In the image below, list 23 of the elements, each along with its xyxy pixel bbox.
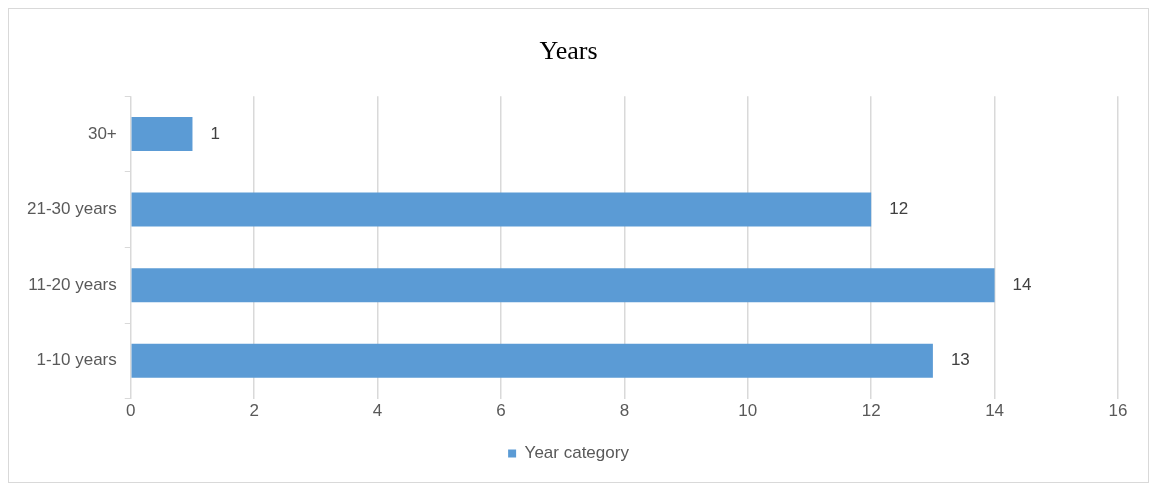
legend-label: Year category xyxy=(524,443,630,463)
x-tick-label: 8 xyxy=(619,401,630,421)
bar xyxy=(131,192,872,227)
bar xyxy=(131,116,193,152)
x-tick-label: 10 xyxy=(738,401,758,421)
x-tick-label: 14 xyxy=(985,401,1005,421)
x-tick-label: 12 xyxy=(861,401,881,421)
data-label: 14 xyxy=(1012,274,1032,294)
data-label: 1 xyxy=(210,123,220,143)
x-tick-label: 6 xyxy=(496,401,506,421)
y-tick-label: 21-30 years xyxy=(26,199,117,219)
data-label: 12 xyxy=(889,199,909,219)
bar xyxy=(131,268,995,303)
x-tick-label: 16 xyxy=(1108,401,1128,421)
y-tick-label: 11-20 years xyxy=(28,274,117,294)
data-label: 13 xyxy=(950,350,970,370)
y-tick-label: 1-10 years xyxy=(36,350,117,370)
x-tick-label: 2 xyxy=(249,401,259,421)
y-tick-label: 30+ xyxy=(87,123,117,143)
chart-title: Years xyxy=(539,36,598,66)
bar xyxy=(131,343,933,378)
x-tick-label: 4 xyxy=(372,401,383,421)
x-tick-label: 0 xyxy=(126,401,136,421)
